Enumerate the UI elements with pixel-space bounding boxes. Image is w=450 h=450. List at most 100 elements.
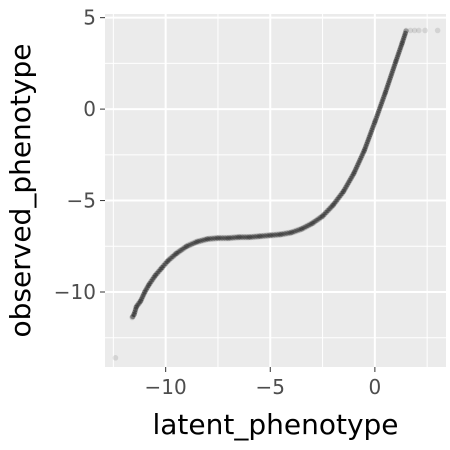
data-point <box>174 250 180 257</box>
data-point <box>391 63 397 70</box>
data-point <box>171 252 177 258</box>
data-point <box>138 298 144 304</box>
data-point <box>143 287 149 293</box>
data-point <box>293 227 300 233</box>
data-point <box>351 171 357 177</box>
data-point <box>359 150 366 157</box>
data-point <box>249 233 255 240</box>
data-point <box>351 169 357 175</box>
data-point <box>218 234 225 240</box>
data-point <box>392 61 398 67</box>
data-point <box>364 139 370 145</box>
data-point <box>242 234 248 241</box>
data-point <box>361 148 367 154</box>
data-point <box>156 268 162 274</box>
data-point <box>272 232 278 238</box>
data-point <box>241 233 247 239</box>
data-point <box>305 222 311 229</box>
data-point <box>373 115 380 121</box>
data-point <box>356 157 362 164</box>
data-point <box>397 47 403 53</box>
data-point <box>198 238 204 244</box>
data-point <box>353 166 359 173</box>
data-point <box>381 94 387 100</box>
data-point <box>223 234 230 240</box>
data-point <box>389 68 396 74</box>
data-point <box>158 266 164 273</box>
data-point <box>411 27 418 34</box>
data-point <box>378 101 384 107</box>
data-point <box>146 280 153 287</box>
data-point <box>178 248 184 254</box>
data-point <box>225 235 231 242</box>
data-point <box>333 198 339 204</box>
data-point <box>386 77 393 83</box>
data-point <box>387 75 393 81</box>
data-point <box>280 231 286 238</box>
data-point <box>276 231 282 237</box>
data-point <box>132 309 138 315</box>
data-point <box>294 228 300 234</box>
data-point <box>140 293 146 300</box>
data-point <box>347 177 353 184</box>
data-point <box>313 217 319 223</box>
data-point <box>353 166 359 172</box>
data-point <box>389 70 395 76</box>
data-point <box>362 146 368 152</box>
data-point <box>318 215 324 221</box>
data-point <box>355 162 361 168</box>
data-point <box>204 236 210 242</box>
data-point <box>223 236 229 242</box>
data-point <box>321 211 327 217</box>
data-point <box>334 196 340 202</box>
data-point <box>165 257 172 263</box>
data-point <box>362 146 368 152</box>
data-point <box>396 49 402 55</box>
data-point <box>322 209 328 215</box>
data-point <box>341 188 347 194</box>
data-point <box>397 47 403 53</box>
data-point <box>163 261 169 267</box>
data-point <box>186 242 192 249</box>
data-point <box>314 217 320 224</box>
data-point <box>372 120 378 126</box>
data-point <box>270 232 276 239</box>
data-point <box>386 77 392 84</box>
data-point <box>374 113 380 119</box>
data-point <box>146 282 152 289</box>
data-point <box>189 242 195 248</box>
data-point <box>371 122 377 128</box>
x-axis-title: latent_phenotype <box>152 408 398 441</box>
data-point <box>381 92 388 98</box>
data-point <box>363 143 369 150</box>
data-point <box>228 234 235 240</box>
data-point <box>165 257 171 263</box>
data-point <box>139 296 145 302</box>
data-point <box>393 56 400 62</box>
data-point <box>387 75 393 81</box>
data-point <box>133 306 139 312</box>
data-point <box>378 101 384 107</box>
data-point <box>348 175 354 181</box>
data-point <box>153 272 159 278</box>
data-point <box>263 232 269 238</box>
data-point <box>302 223 308 229</box>
data-point <box>312 219 318 225</box>
data-point <box>154 270 160 276</box>
data-point <box>177 247 183 253</box>
data-point <box>391 63 398 69</box>
data-point <box>239 234 245 240</box>
data-point <box>338 192 344 198</box>
data-point <box>219 235 225 241</box>
y-tick-label: 5 <box>83 6 96 30</box>
data-point <box>369 127 375 133</box>
data-point <box>248 235 254 241</box>
data-point <box>353 164 359 170</box>
data-point <box>398 42 404 48</box>
data-point <box>148 278 154 284</box>
data-point <box>237 234 243 240</box>
data-point <box>363 143 369 150</box>
data-point <box>317 214 323 220</box>
data-point <box>349 173 356 179</box>
data-point <box>360 148 367 154</box>
